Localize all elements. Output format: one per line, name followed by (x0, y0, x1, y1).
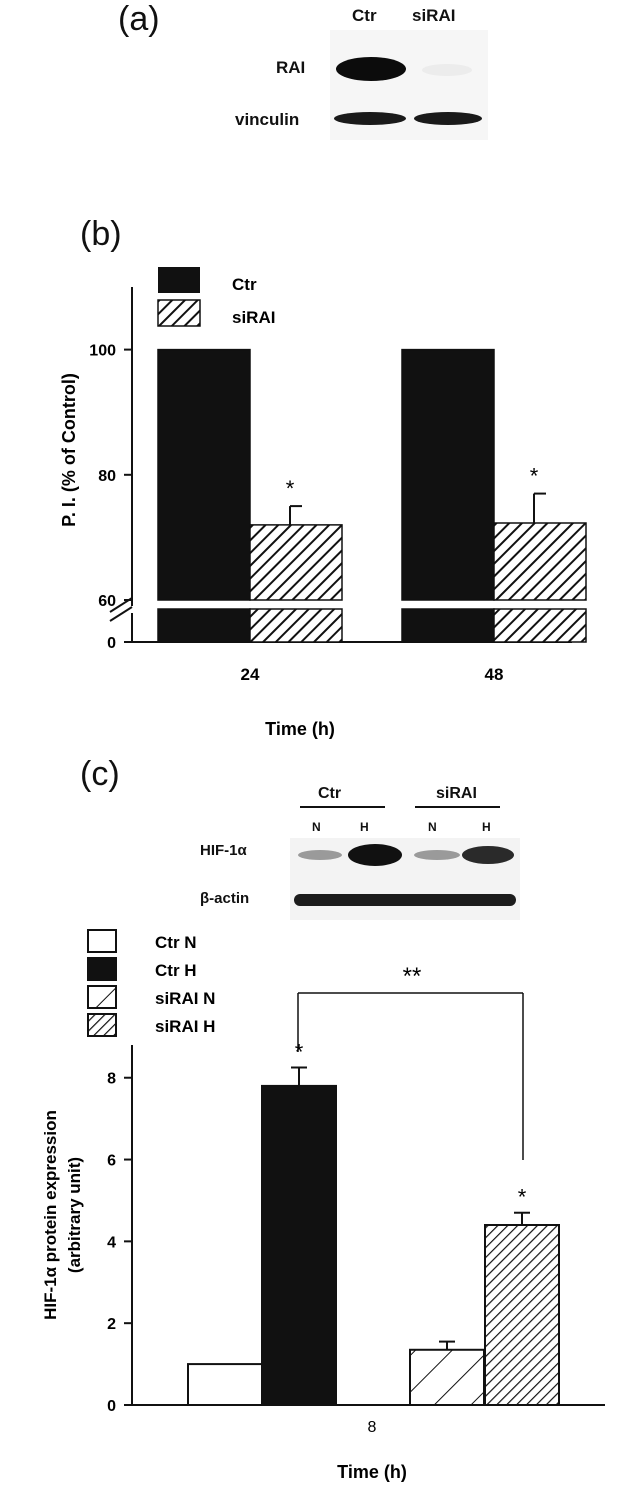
blot-a-membrane (330, 30, 488, 140)
blot-c-row-actin: β-actin (200, 890, 250, 907)
chart-b-x-tick-label: 24 (241, 665, 260, 684)
chart-b-bar-sirai-48 (493, 522, 587, 601)
legend-c-ctr-n-swatch (87, 929, 117, 953)
band-vinculin-sirai (414, 112, 482, 125)
chart-c-significance: * (518, 1185, 527, 1210)
blot-c-group-sirai: siRAI (436, 785, 477, 802)
chart-c-y-tick-label: 6 (107, 1153, 116, 1170)
chart-b-x-label: Time (h) (265, 719, 335, 739)
blot-a-lane-sirai: siRAI (412, 6, 456, 25)
blot-c-lane-2: H (360, 820, 369, 834)
chart-b-bar-sirai-24 (249, 524, 343, 601)
chart-b-y-tick-label: 60 (98, 593, 116, 610)
chart-c-bar-ctr-h (261, 1084, 337, 1406)
blot-c-group-ctr-line (300, 806, 385, 808)
blot-c-lane-1: N (312, 820, 321, 834)
chart-b-bar-base-sirai-24 (249, 608, 343, 643)
chart-c-y-label-line1: HIF-1α protein expression (41, 1110, 60, 1320)
chart-c-bracket-label: ** (403, 963, 422, 990)
chart-b-y-tick-label: 80 (98, 468, 116, 485)
chart-b-bar-base-ctr-48 (401, 608, 495, 643)
legend-b-ctr-swatch (158, 267, 200, 293)
blot-c-row-hif: HIF-1α (200, 842, 247, 859)
chart-c-y-tick-label: 2 (107, 1316, 116, 1333)
band-rai-ctr (336, 57, 406, 81)
blot-c-group-ctr: Ctr (318, 785, 342, 802)
band-hif-ctr-n (298, 850, 342, 860)
chart-b-x-tick-label: 48 (485, 665, 504, 684)
chart-b-y-label: P. I. (% of Control) (59, 373, 79, 527)
chart-c-y-label-line2: (arbitrary unit) (65, 1157, 84, 1273)
legend-c-ctr-h-swatch (87, 957, 117, 981)
legend-b-ctr-label: Ctr (232, 275, 257, 294)
chart-b-significance: * (530, 464, 539, 489)
chart-b-bar-ctr-24 (157, 348, 251, 601)
band-vinculin-ctr (334, 112, 406, 125)
band-hif-sirai-n (414, 850, 460, 860)
chart-c-bar-sirai-h (484, 1224, 560, 1406)
blot-a-row-vinculin: vinculin (235, 110, 300, 129)
chart-b-bar-base-ctr-24 (157, 608, 251, 643)
chart-b-axis-break-2 (109, 606, 133, 622)
blot-c-lane-3: N (428, 820, 437, 834)
legend-b-sirai-swatch (157, 299, 201, 327)
blot-c-group-sirai-line (415, 806, 500, 808)
chart-c-x-label: Time (h) (337, 1462, 407, 1482)
blot-c-membrane (290, 838, 520, 920)
chart-c-y-tick-label: 8 (107, 1071, 116, 1088)
chart-b-y-tick-label: 0 (107, 635, 116, 652)
band-beta-actin (294, 894, 516, 906)
chart-b-bar-ctr-48 (401, 348, 495, 601)
panel-c-letter: (c) (80, 755, 120, 793)
blot-a-lane-ctr: Ctr (352, 6, 377, 25)
legend-c-sirai-h-swatch (87, 1013, 117, 1037)
chart-c-x-tick: 8 (368, 1419, 377, 1436)
legend-c-sirai-h-label: siRAI H (155, 1017, 215, 1036)
legend-c-ctr-n-label: Ctr N (155, 933, 197, 952)
chart-c-y-tick-label: 4 (107, 1234, 116, 1251)
legend-b-sirai-label: siRAI (232, 308, 275, 327)
band-hif-ctr-h (348, 844, 402, 866)
chart-b-bar-base-sirai-48 (493, 608, 587, 643)
chart-c-bar-ctr-n (187, 1363, 263, 1407)
band-rai-sirai (422, 64, 472, 76)
panel-a-letter: (a) (118, 0, 160, 38)
legend-c-sirai-n-swatch (87, 985, 117, 1009)
chart-b-significance: * (286, 476, 295, 501)
blot-a-row-rai: RAI (276, 58, 306, 77)
panel-b-letter: (b) (80, 215, 122, 253)
band-hif-sirai-h (462, 846, 514, 864)
chart-c-bar-sirai-n (409, 1348, 485, 1406)
chart-c-y-tick-label: 0 (107, 1398, 116, 1415)
legend-c-ctr-h-label: Ctr H (155, 961, 197, 980)
legend-c-sirai-n-label: siRAI N (155, 989, 215, 1008)
chart-c-significance: * (295, 1040, 304, 1065)
blot-c-lane-4: H (482, 820, 491, 834)
chart-b-y-tick-label: 100 (89, 343, 116, 360)
